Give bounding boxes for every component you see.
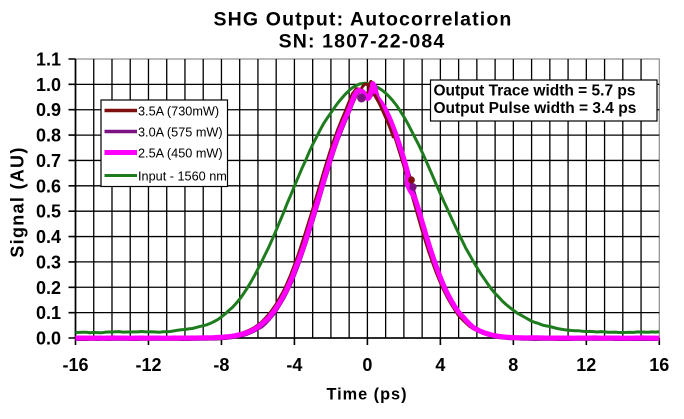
svg-text:0.3: 0.3 [36,252,61,272]
svg-text:-12: -12 [135,355,161,375]
svg-text:0.6: 0.6 [36,176,61,196]
svg-text:0.0: 0.0 [36,329,61,349]
svg-text:4: 4 [435,355,445,375]
svg-text:Input - 1560 nm: Input - 1560 nm [138,169,227,183]
svg-text:-4: -4 [286,355,302,375]
svg-text:Output Trace width = 5.7 ps: Output Trace width = 5.7 ps [434,83,636,100]
svg-text:0.4: 0.4 [36,227,61,247]
svg-text:0.8: 0.8 [36,126,61,146]
svg-text:1.0: 1.0 [36,75,61,95]
svg-text:Output Pulse width = 3.4 ps: Output Pulse width = 3.4 ps [434,100,637,117]
svg-text:Signal (AU): Signal (AU) [7,146,27,257]
svg-text:0: 0 [362,355,372,375]
svg-text:Time (ps): Time (ps) [326,385,407,403]
svg-text:0.1: 0.1 [36,303,61,323]
svg-text:SHG Output: Autocorrelation: SHG Output: Autocorrelation [214,8,513,30]
svg-text:-16: -16 [62,355,88,375]
svg-text:0.7: 0.7 [36,151,61,171]
svg-text:0.2: 0.2 [36,278,61,298]
svg-text:16: 16 [649,355,669,375]
svg-text:0.9: 0.9 [36,100,61,120]
svg-text:0.5: 0.5 [36,202,61,222]
svg-text:-8: -8 [213,355,229,375]
svg-text:1.1: 1.1 [36,50,61,70]
svg-text:12: 12 [576,355,596,375]
svg-text:2.5A (450 mW): 2.5A (450 mW) [138,146,223,160]
svg-text:SN: 1807-22-084: SN: 1807-22-084 [279,31,446,53]
svg-text:3.5A (730mW): 3.5A (730mW) [138,104,219,118]
svg-text:3.0A (575 mW): 3.0A (575 mW) [138,125,223,139]
svg-text:8: 8 [508,355,518,375]
